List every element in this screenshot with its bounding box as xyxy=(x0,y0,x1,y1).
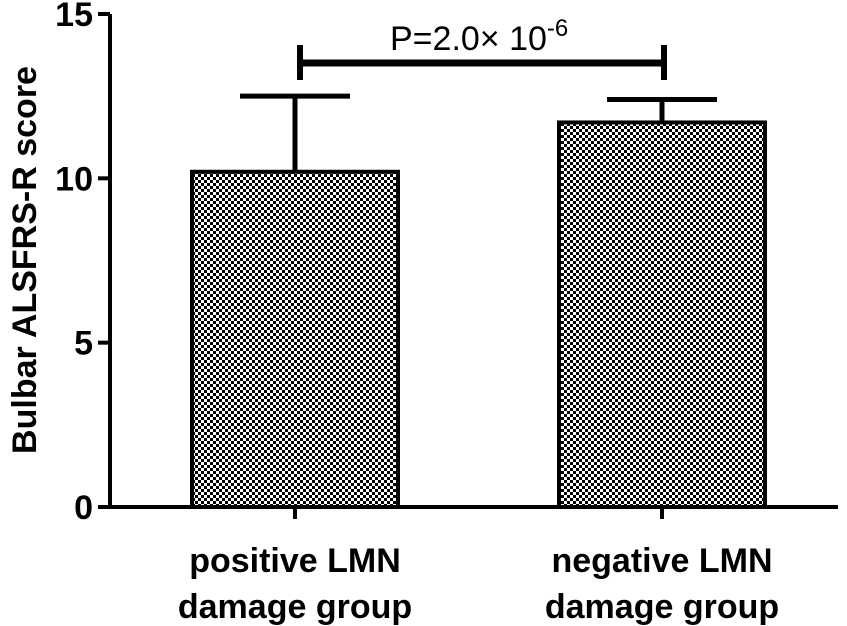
bar xyxy=(190,169,400,509)
significance-label-main: P=2.0× 10 xyxy=(390,20,547,58)
significance-label-exponent: -6 xyxy=(547,15,568,42)
x-tick-label: negative LMN xyxy=(551,542,772,580)
x-ticks: positive LMN damage group negative LMN dama… xyxy=(178,507,779,626)
y-tick-label: 10 xyxy=(55,160,93,198)
significance-label: P=2.0× 10-6 xyxy=(390,15,568,58)
y-tick-label: 5 xyxy=(74,325,93,363)
x-tick-label: damage group xyxy=(178,588,412,626)
y-tick-label: 0 xyxy=(74,489,93,527)
x-axis: positive LMN damage group negative LMN dama… xyxy=(108,505,838,626)
x-tick-label: damage group xyxy=(545,588,779,626)
x-tick-label: positive LMN xyxy=(189,542,401,580)
y-ticks: 0 5 10 15 xyxy=(55,0,110,527)
y-tick-label: 15 xyxy=(55,0,93,34)
bars xyxy=(190,93,767,510)
y-axis: 0 5 10 15 xyxy=(55,0,112,527)
bar xyxy=(557,120,767,510)
y-axis-label: Bulbar ALSFRS-R score xyxy=(6,66,44,454)
significance-annotation: P=2.0× 10-6 xyxy=(297,15,667,80)
